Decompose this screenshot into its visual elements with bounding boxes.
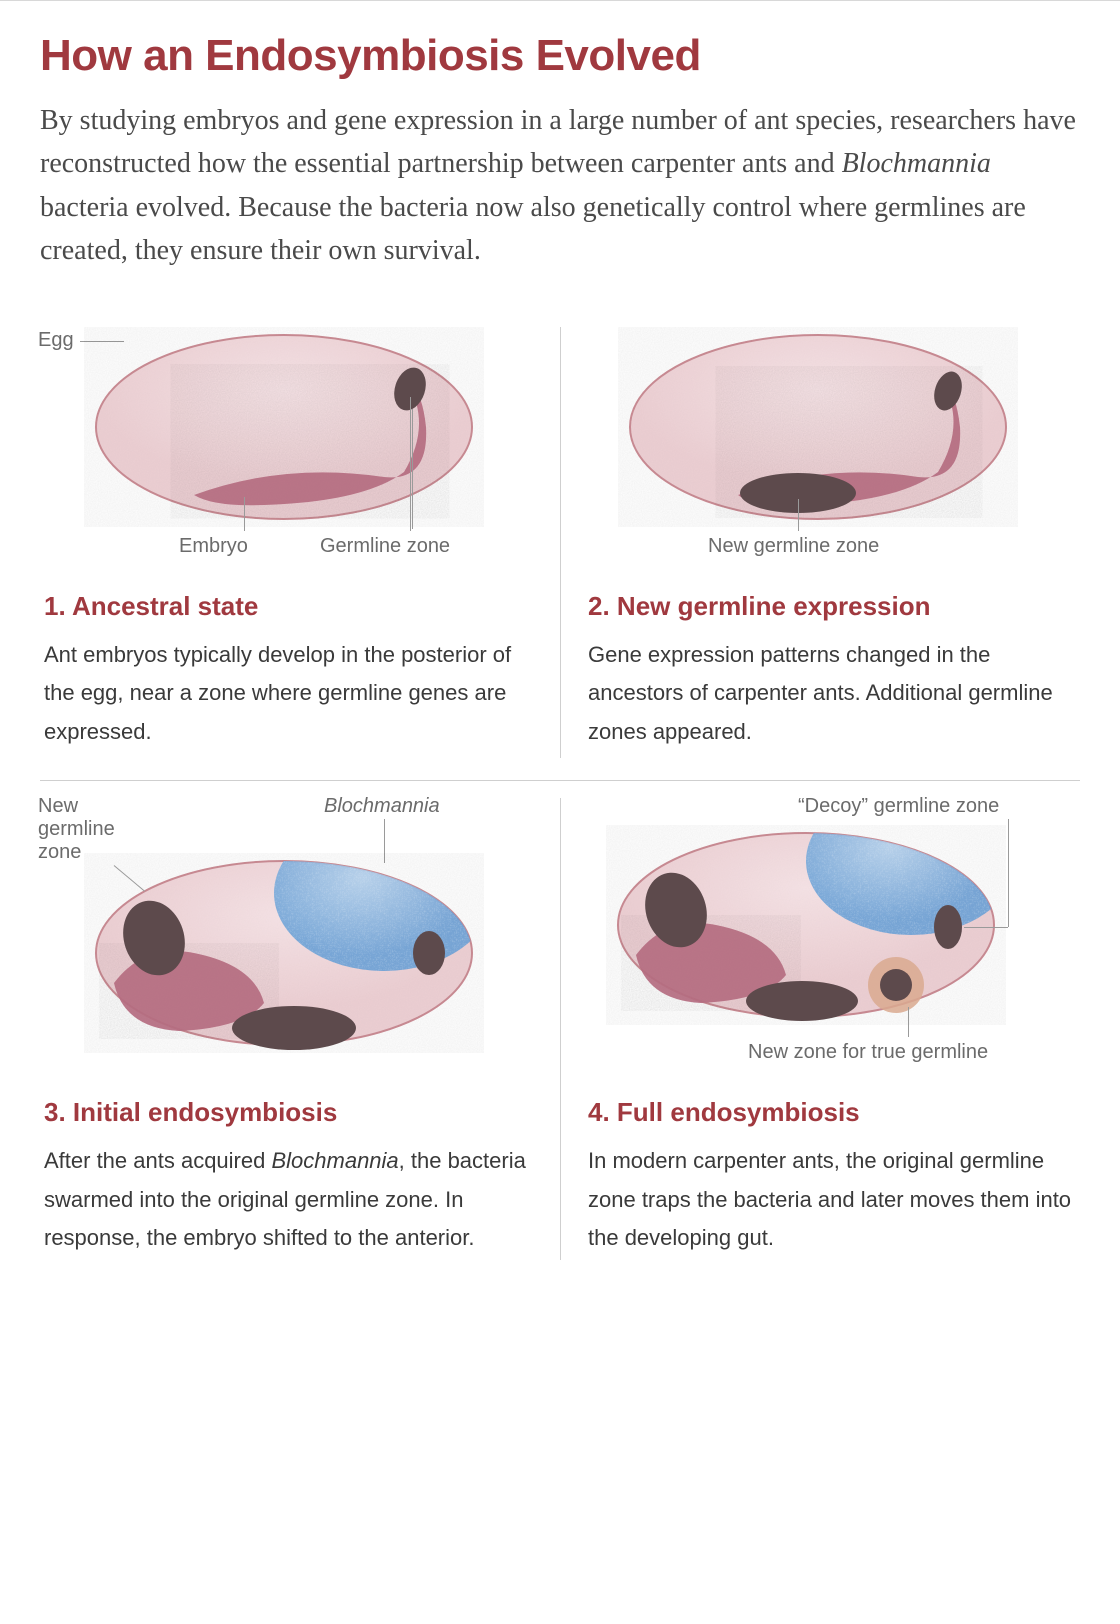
- panel-2: New germline zone 2. New germline expres…: [560, 301, 1080, 778]
- panel-3-body: After the ants acquired Blochmannia, the…: [44, 1142, 536, 1258]
- panel-4-diagram: “Decoy” germline zone: [588, 793, 1048, 1083]
- label-germline: Germline zone: [320, 535, 450, 558]
- leader-germline: [412, 409, 413, 469]
- panel-3: Newgermlinezone Blochmannia: [40, 777, 560, 1284]
- panel-3-diagram: Newgermlinezone Blochmannia: [44, 793, 504, 1083]
- egg-illustration-4: [606, 825, 1006, 1025]
- panel-2-body: Gene expression patterns changed in the …: [588, 636, 1076, 752]
- panel-2-diagram: New germline zone: [588, 317, 1048, 577]
- intro-paragraph: By studying embryos and gene expression …: [40, 99, 1080, 273]
- page-title: How an Endosymbiosis Evolved: [40, 31, 1080, 81]
- egg-illustration-2: [618, 327, 1018, 527]
- label-blochmannia: Blochmannia: [324, 795, 440, 818]
- label-decoy: “Decoy” germline zone: [798, 795, 999, 818]
- egg-illustration-3: [84, 853, 484, 1053]
- label-embryo: Embryo: [179, 535, 248, 558]
- panel-4-body: In modern carpenter ants, the original g…: [588, 1142, 1076, 1258]
- panel-1: Egg Embryo Germline zone 1.: [40, 301, 560, 778]
- panel-4: “Decoy” germline zone: [560, 777, 1080, 1284]
- panel-3-heading: 3. Initial endosymbiosis: [44, 1097, 536, 1128]
- panel-grid: Egg Embryo Germline zone 1.: [40, 301, 1080, 1284]
- panel-1-diagram: Egg Embryo Germline zone: [44, 317, 504, 577]
- label-new-germline-2: New germline zone: [708, 535, 879, 558]
- egg-illustration-1: [84, 327, 484, 527]
- panel-1-heading: 1. Ancestral state: [44, 591, 536, 622]
- label-egg: Egg: [38, 329, 74, 352]
- panel-4-heading: 4. Full endosymbiosis: [588, 1097, 1076, 1128]
- panel-2-heading: 2. New germline expression: [588, 591, 1076, 622]
- panel-1-body: Ant embryos typically develop in the pos…: [44, 636, 536, 752]
- label-true-germline: New zone for true germline: [748, 1041, 988, 1064]
